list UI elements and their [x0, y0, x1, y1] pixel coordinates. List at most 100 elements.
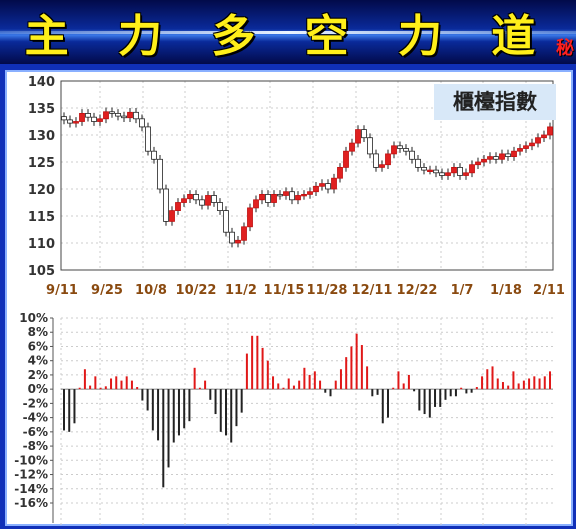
power-bar-positive: [496, 378, 499, 390]
candle-down: [433, 169, 439, 174]
date-tick-label: 10/22: [176, 283, 217, 298]
power-tick-label: 2%: [28, 368, 48, 382]
candle-up: [487, 156, 493, 160]
power-bar-positive: [355, 333, 358, 390]
date-tick-label: 9/11: [46, 283, 78, 298]
price-tick-label: 110: [28, 237, 55, 252]
candle-up: [427, 169, 433, 173]
banner-char: 主: [24, 11, 69, 62]
power-bar-negative: [225, 389, 227, 436]
candle-up: [235, 239, 241, 244]
candle-up: [169, 210, 175, 222]
power-bar-negative: [423, 389, 426, 415]
power-bar-negative: [146, 389, 149, 411]
candle-down: [325, 183, 331, 190]
power-bar-positive: [204, 380, 207, 390]
power-bar-negative: [151, 389, 154, 431]
power-bar-positive: [319, 380, 322, 390]
power-bar-positive: [125, 376, 128, 390]
candle-down: [67, 119, 73, 124]
price-tick-label: 135: [28, 102, 55, 117]
date-tick-label: 11/15: [264, 283, 305, 298]
candle-up: [349, 142, 355, 152]
power-bar-negative: [371, 389, 374, 397]
candle-up: [103, 111, 109, 120]
legend-label: 櫃檯指數: [453, 89, 537, 114]
power-bar-negative: [329, 389, 332, 397]
power-bar-negative: [428, 389, 431, 418]
candle-up: [73, 121, 79, 124]
power-bar-positive: [89, 385, 92, 390]
power-tick-label: 0%: [28, 382, 48, 396]
power-bar-negative: [63, 389, 65, 431]
price-tick-label: 130: [28, 129, 55, 144]
price-tick-label: 115: [28, 210, 55, 225]
power-bar-negative: [183, 389, 186, 429]
candle-down: [505, 153, 511, 157]
power-bar-positive: [543, 376, 546, 390]
power-bar-positive: [99, 387, 102, 390]
power-bar-positive: [110, 378, 113, 390]
candle-up: [175, 202, 181, 211]
power-bar-positive: [512, 371, 515, 390]
power-bar-positive: [272, 376, 275, 390]
power-bar-positive: [83, 369, 86, 390]
power-bar-positive: [193, 367, 196, 390]
candle-up: [247, 207, 253, 228]
candle-down: [151, 150, 157, 160]
candle-down: [133, 111, 139, 120]
lightning-streak: [0, 31, 576, 34]
power-bar-positive: [120, 380, 123, 390]
candle-up: [391, 145, 397, 155]
power-bar-positive: [339, 369, 342, 390]
power-bar-negative: [219, 389, 222, 432]
power-bar-negative: [167, 389, 170, 468]
power-bar-positive: [115, 376, 118, 390]
power-bar-negative: [172, 389, 175, 443]
candle-down: [403, 148, 409, 152]
power-bar-positive: [392, 387, 395, 390]
power-bar-positive: [303, 367, 306, 390]
power-tick-label: -4%: [23, 411, 48, 425]
power-bar-negative: [73, 389, 76, 424]
candle-up: [181, 198, 187, 203]
candle-down: [493, 156, 499, 160]
power-bar-negative: [449, 389, 452, 397]
candle-down: [211, 195, 217, 203]
power-bar-negative: [439, 389, 442, 407]
candle-down: [421, 166, 427, 171]
price-tick-label: 120: [28, 183, 55, 198]
candle-up: [499, 153, 505, 160]
power-bar-negative: [465, 389, 468, 394]
power-bar-positive: [491, 366, 494, 390]
power-bar-negative: [434, 389, 437, 407]
power-bar-positive: [292, 385, 295, 390]
power-bar-negative: [418, 389, 421, 411]
power-bar-positive: [130, 380, 133, 390]
candle-down: [139, 118, 145, 128]
price-tick-label: 140: [28, 75, 55, 90]
power-bar-negative: [235, 389, 238, 427]
power-bar-negative: [444, 389, 447, 400]
candle-up: [205, 195, 211, 206]
candle-up: [79, 113, 85, 122]
power-bar-positive: [245, 353, 248, 390]
power-bar-negative: [157, 389, 160, 441]
power-bar-positive: [298, 380, 301, 390]
power-bar-negative: [141, 389, 144, 401]
power-bar-positive: [282, 387, 285, 390]
candle-up: [259, 193, 265, 201]
power-bar-negative: [209, 389, 212, 400]
candle-up: [301, 193, 307, 197]
candle-up: [535, 137, 541, 144]
candle-down: [277, 193, 283, 197]
legend-box: [434, 84, 556, 120]
banner-char: 道: [491, 11, 536, 62]
power-bar-positive: [549, 371, 551, 390]
power-bar-positive: [538, 378, 541, 390]
power-bar-negative: [470, 389, 473, 393]
candle-up: [337, 166, 343, 179]
power-bar-positive: [533, 376, 536, 390]
power-bar-positive: [256, 335, 259, 390]
